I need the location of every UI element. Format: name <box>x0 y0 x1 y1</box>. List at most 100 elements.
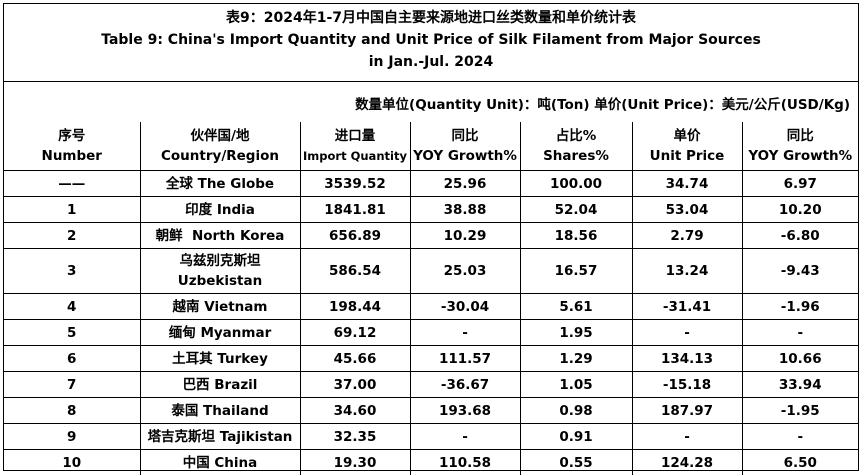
cell-qty-yoy: -36.67 <box>409 371 521 398</box>
cell-price-yoy: -9.43 <box>741 248 858 294</box>
table-row: 3 乌兹别克斯坦 Uzbekistan 586.54 25.03 16.57 13… <box>4 248 858 294</box>
header-country-en: Country/Region <box>161 148 279 164</box>
header-shares-en: Shares% <box>543 148 609 164</box>
table-row: 9 塔吉克斯坦 Tajikistan 32.35 - 0.91 - - <box>4 423 858 450</box>
cell-share: 0.98 <box>519 397 633 424</box>
header-price-en: Unit Price <box>649 148 725 164</box>
cell-number: 1 <box>4 196 141 223</box>
cell-country: 朝鲜 North Korea <box>139 222 301 249</box>
cell-number: 10 <box>4 449 141 475</box>
cell-price: 2.79 <box>631 222 743 249</box>
table-row: 2 朝鲜 North Korea 656.89 10.29 18.56 2.79… <box>4 222 858 249</box>
cell-quantity: 45.66 <box>299 345 411 372</box>
cell-share: 18.56 <box>519 222 633 249</box>
data-table: 序号 Number 伙伴国/地 Country/Region 进口量 Import Q… <box>4 122 858 475</box>
cell-price: 124.28 <box>631 449 743 475</box>
cell-quantity: 69.12 <box>299 319 411 346</box>
header-country-zh: 伙伴国/地 <box>190 128 250 144</box>
cell-qty-yoy: - <box>409 319 521 346</box>
cell-qty-yoy: 111.57 <box>409 345 521 372</box>
cell-price-yoy: 6.97 <box>741 170 858 197</box>
table-row: —— 全球 The Globe 3539.52 25.96 100.00 34.… <box>4 170 858 197</box>
cell-price: 34.74 <box>631 170 743 197</box>
header-quantity-zh: 进口量 <box>334 128 376 144</box>
cell-share: 52.04 <box>519 196 633 223</box>
table-title: 表9：2024年1-7月中国自主要来源地进口丝类数量和单价统计表 Table 9… <box>4 4 858 73</box>
cell-number: 3 <box>4 248 141 294</box>
cell-country: 印度 India <box>139 196 301 223</box>
header-quantity-en: Import Quantity <box>303 149 407 163</box>
cell-number: 2 <box>4 222 141 249</box>
header-qty-yoy-zh: 同比 <box>451 128 479 144</box>
cell-number: 9 <box>4 423 141 450</box>
cell-quantity: 198.44 <box>299 293 411 320</box>
header-number-en: Number <box>41 148 102 164</box>
cell-qty-yoy: 10.29 <box>409 222 521 249</box>
cell-quantity: 19.30 <box>299 449 411 475</box>
cell-country: 中国 China <box>139 449 301 475</box>
header-price-yoy-zh: 同比 <box>786 128 814 144</box>
header-price: 单价 Unit Price <box>631 122 743 171</box>
header-row: 序号 Number 伙伴国/地 Country/Region 进口量 Import Q… <box>4 122 858 171</box>
title-chinese: 表9：2024年1-7月中国自主要来源地进口丝类数量和单价统计表 <box>226 10 636 26</box>
cell-qty-yoy: - <box>409 423 521 450</box>
cell-number: 6 <box>4 345 141 372</box>
table-row: 4 越南 Vietnam 198.44 -30.04 5.61 -31.41 -… <box>4 293 858 320</box>
cell-price: 187.97 <box>631 397 743 424</box>
cell-share: 100.00 <box>519 170 633 197</box>
cell-price-yoy: 10.20 <box>741 196 858 223</box>
title-english-line1: Table 9: China's Import Quantity and Uni… <box>101 32 761 48</box>
cell-price: - <box>631 423 743 450</box>
document-frame: 表9：2024年1-7月中国自主要来源地进口丝类数量和单价统计表 Table 9… <box>3 3 859 475</box>
unit-note-bar: 数量单位(Quantity Unit)：吨(Ton) 单价(Unit Price… <box>4 81 858 123</box>
header-price-zh: 单价 <box>673 128 701 144</box>
cell-price-yoy: - <box>741 423 858 450</box>
cell-qty-yoy: 38.88 <box>409 196 521 223</box>
cell-qty-yoy: 25.03 <box>409 248 521 294</box>
cell-number: 8 <box>4 397 141 424</box>
cell-country: 越南 Vietnam <box>139 293 301 320</box>
cell-qty-yoy: 110.58 <box>409 449 521 475</box>
unit-note: 数量单位(Quantity Unit)：吨(Ton) 单价(Unit Price… <box>355 97 850 113</box>
cell-country-en: Uzbekistan <box>177 273 263 289</box>
cell-quantity: 37.00 <box>299 371 411 398</box>
cell-number: 7 <box>4 371 141 398</box>
cell-price: - <box>631 319 743 346</box>
header-number: 序号 Number <box>4 122 141 171</box>
cell-price-yoy: 6.50 <box>741 449 858 475</box>
header-price-yoy-en: YOY Growth% <box>748 148 853 164</box>
cell-price-yoy: 10.66 <box>741 345 858 372</box>
cell-price: 53.04 <box>631 196 743 223</box>
cell-country: 乌兹别克斯坦 Uzbekistan <box>139 248 301 294</box>
cell-price-yoy: -1.95 <box>741 397 858 424</box>
table-row: 5 缅甸 Myanmar 69.12 - 1.95 - - <box>4 319 858 346</box>
cell-share: 0.91 <box>519 423 633 450</box>
title-english-line2: in Jan.-Jul. 2024 <box>368 54 494 70</box>
header-price-yoy: 同比 YOY Growth% <box>741 122 858 171</box>
header-shares-zh: 占比% <box>555 128 597 144</box>
cell-price: 134.13 <box>631 345 743 372</box>
cell-price: -15.18 <box>631 371 743 398</box>
cell-price-yoy: -1.96 <box>741 293 858 320</box>
cell-number: 5 <box>4 319 141 346</box>
header-number-zh: 序号 <box>58 128 86 144</box>
cell-share: 1.29 <box>519 345 633 372</box>
cell-number: —— <box>4 170 141 197</box>
table-row: 8 泰国 Thailand 34.60 193.68 0.98 187.97 -… <box>4 397 858 424</box>
cell-number: 4 <box>4 293 141 320</box>
cell-country: 缅甸 Myanmar <box>139 319 301 346</box>
cell-price: 13.24 <box>631 248 743 294</box>
table-row: 10 中国 China 19.30 110.58 0.55 124.28 6.5… <box>4 449 858 475</box>
cell-share: 1.05 <box>519 371 633 398</box>
cell-quantity: 586.54 <box>299 248 411 294</box>
cell-qty-yoy: -30.04 <box>409 293 521 320</box>
cell-country: 土耳其 Turkey <box>139 345 301 372</box>
cell-share: 16.57 <box>519 248 633 294</box>
table-row: 1 印度 India 1841.81 38.88 52.04 53.04 10.… <box>4 196 858 223</box>
cell-country: 泰国 Thailand <box>139 397 301 424</box>
header-qty-yoy-en: YOY Growth% <box>413 148 517 164</box>
cell-quantity: 32.35 <box>299 423 411 450</box>
cell-country: 全球 The Globe <box>139 170 301 197</box>
cell-country-zh: 乌兹别克斯坦 <box>179 253 261 269</box>
table-row: 7 巴西 Brazil 37.00 -36.67 1.05 -15.18 33.… <box>4 371 858 398</box>
